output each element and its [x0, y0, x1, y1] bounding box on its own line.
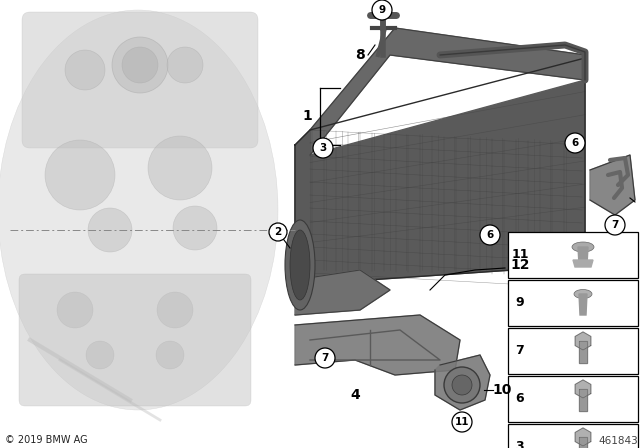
Polygon shape	[295, 80, 585, 285]
Polygon shape	[579, 437, 587, 448]
Circle shape	[269, 223, 287, 241]
Circle shape	[452, 375, 472, 395]
Ellipse shape	[0, 10, 278, 410]
Bar	[508, 280, 638, 326]
Polygon shape	[579, 294, 587, 315]
Circle shape	[372, 0, 392, 20]
Circle shape	[480, 225, 500, 245]
Text: © 2019 BMW AG: © 2019 BMW AG	[5, 435, 88, 445]
Circle shape	[57, 292, 93, 328]
Text: 9: 9	[378, 5, 385, 15]
Polygon shape	[579, 341, 587, 363]
Circle shape	[313, 138, 333, 158]
Circle shape	[122, 47, 158, 83]
Text: 461843: 461843	[598, 436, 638, 446]
Circle shape	[565, 133, 585, 153]
Text: 11: 11	[455, 417, 469, 427]
Polygon shape	[590, 155, 635, 215]
Text: 6: 6	[486, 230, 493, 240]
Polygon shape	[573, 260, 593, 267]
Polygon shape	[310, 28, 585, 155]
Text: 2: 2	[275, 227, 282, 237]
FancyBboxPatch shape	[19, 274, 251, 406]
Polygon shape	[575, 428, 591, 446]
Text: 4: 4	[350, 388, 360, 402]
Text: 1: 1	[302, 109, 312, 123]
Text: 3: 3	[516, 440, 524, 448]
Text: 7: 7	[321, 353, 329, 363]
Circle shape	[45, 140, 115, 210]
Polygon shape	[435, 355, 490, 410]
Circle shape	[88, 208, 132, 252]
Circle shape	[452, 412, 472, 432]
Circle shape	[605, 215, 625, 235]
Bar	[508, 328, 638, 374]
Bar	[508, 232, 638, 278]
Circle shape	[157, 292, 193, 328]
Polygon shape	[295, 315, 460, 375]
Text: 3: 3	[319, 143, 326, 153]
Polygon shape	[579, 389, 587, 411]
Text: 12: 12	[510, 258, 530, 272]
Text: 6: 6	[572, 138, 579, 148]
Polygon shape	[578, 247, 588, 265]
Text: 11: 11	[511, 249, 529, 262]
Ellipse shape	[285, 220, 315, 310]
Text: 6: 6	[516, 392, 524, 405]
Circle shape	[173, 206, 217, 250]
Circle shape	[444, 367, 480, 403]
Text: 7: 7	[516, 345, 524, 358]
Text: 7: 7	[611, 220, 619, 230]
Bar	[508, 424, 638, 448]
Polygon shape	[575, 332, 591, 350]
Bar	[508, 376, 638, 422]
Ellipse shape	[574, 289, 592, 298]
Text: 10: 10	[492, 383, 512, 397]
Circle shape	[156, 341, 184, 369]
Text: 9: 9	[516, 297, 524, 310]
Ellipse shape	[572, 242, 594, 252]
Polygon shape	[575, 380, 591, 398]
Polygon shape	[295, 270, 390, 315]
Circle shape	[112, 37, 168, 93]
Circle shape	[315, 348, 335, 368]
Circle shape	[86, 341, 114, 369]
Text: 8: 8	[355, 48, 365, 62]
Circle shape	[167, 47, 203, 83]
Circle shape	[65, 50, 105, 90]
Ellipse shape	[290, 230, 310, 300]
FancyBboxPatch shape	[22, 12, 258, 148]
Circle shape	[148, 136, 212, 200]
